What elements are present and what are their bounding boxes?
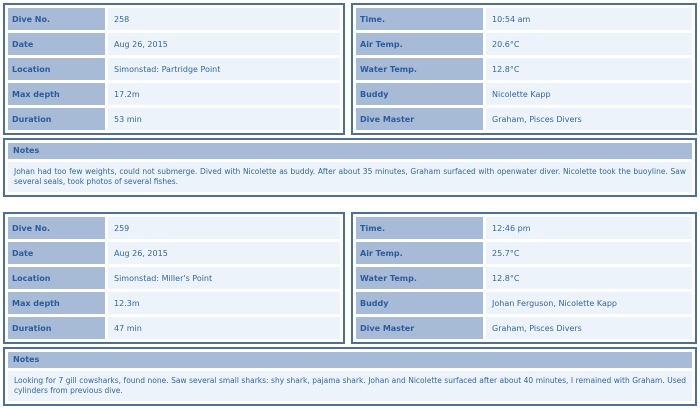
field-label-time: Time. (356, 8, 484, 30)
notes-header: Notes (8, 143, 692, 159)
field-label-water-temp: Water Temp. (356, 58, 484, 80)
table-row: Location Simonstad: Miller's Point (8, 267, 341, 289)
table-row: Dive No. 258 (8, 8, 341, 30)
field-value-location: Simonstad: Miller's Point (108, 267, 341, 289)
table-row: Time. 10:54 am (356, 8, 692, 30)
field-label-max-depth: Max depth (8, 83, 105, 105)
dive-log-page: Dive No. 258 Date Aug 26, 2015 Location … (3, 3, 697, 406)
table-row: Water Temp. 12.8°C (356, 58, 692, 80)
field-label-buddy: Buddy (356, 83, 484, 105)
notes-header: Notes (8, 352, 692, 368)
field-value-air-temp: 20.6°C (486, 33, 692, 55)
table-row: Dive No. 259 (8, 217, 341, 239)
field-label-date: Date (8, 242, 105, 264)
field-label-dive-no: Dive No. (8, 217, 105, 239)
table-row: Time. 12:46 pm (356, 217, 692, 239)
notes-text: Johan had too few weights, could not sub… (8, 162, 692, 192)
field-label-max-depth: Max depth (8, 292, 105, 314)
dive-info-table: Dive No. 259 Date Aug 26, 2015 Location … (3, 212, 346, 344)
field-label-dive-no: Dive No. (8, 8, 105, 30)
field-value-location: Simonstad: Partridge Point (108, 58, 341, 80)
table-row: Date Aug 26, 2015 (8, 242, 341, 264)
table-row: Dive Master Graham, Pisces Divers (356, 108, 692, 130)
table-row: Buddy Johan Ferguson, Nicolette Kapp (356, 292, 692, 314)
field-value-dive-master: Graham, Pisces Divers (486, 317, 692, 339)
table-row: Duration 53 min (8, 108, 341, 130)
field-value-time: 10:54 am (486, 8, 692, 30)
field-value-time: 12:46 pm (486, 217, 692, 239)
field-value-water-temp: 12.8°C (486, 267, 692, 289)
field-value-max-depth: 17.2m (108, 83, 341, 105)
field-label-time: Time. (356, 217, 484, 239)
field-value-buddy: Nicolette Kapp (486, 83, 692, 105)
dive-conditions-table: Time. 12:46 pm Air Temp. 25.7°C Water Te… (351, 212, 697, 344)
field-value-buddy: Johan Ferguson, Nicolette Kapp (486, 292, 692, 314)
field-value-dive-no: 258 (108, 8, 341, 30)
table-row: Air Temp. 25.7°C (356, 242, 692, 264)
dive-tables-row: Dive No. 258 Date Aug 26, 2015 Location … (3, 3, 697, 135)
field-label-air-temp: Air Temp. (356, 242, 484, 264)
field-label-location: Location (8, 58, 105, 80)
field-label-date: Date (8, 33, 105, 55)
table-row: Water Temp. 12.8°C (356, 267, 692, 289)
dive-conditions-table: Time. 10:54 am Air Temp. 20.6°C Water Te… (351, 3, 697, 135)
field-label-buddy: Buddy (356, 292, 484, 314)
notes-box: Notes Looking for 7 gill cowsharks, foun… (3, 347, 697, 406)
table-row: Buddy Nicolette Kapp (356, 83, 692, 105)
field-value-dive-master: Graham, Pisces Divers (486, 108, 692, 130)
table-row: Duration 47 min (8, 317, 341, 339)
table-row: Air Temp. 20.6°C (356, 33, 692, 55)
field-value-date: Aug 26, 2015 (108, 242, 341, 264)
table-row: Date Aug 26, 2015 (8, 33, 341, 55)
field-value-duration: 47 min (108, 317, 341, 339)
field-label-duration: Duration (8, 317, 105, 339)
field-label-duration: Duration (8, 108, 105, 130)
field-value-water-temp: 12.8°C (486, 58, 692, 80)
field-label-water-temp: Water Temp. (356, 267, 484, 289)
dive-entry-259: Dive No. 259 Date Aug 26, 2015 Location … (3, 212, 697, 406)
table-row: Max depth 17.2m (8, 83, 341, 105)
table-row: Max depth 12.3m (8, 292, 341, 314)
field-label-dive-master: Dive Master (356, 317, 484, 339)
field-value-date: Aug 26, 2015 (108, 33, 341, 55)
field-value-air-temp: 25.7°C (486, 242, 692, 264)
field-value-duration: 53 min (108, 108, 341, 130)
field-value-max-depth: 12.3m (108, 292, 341, 314)
dive-entry-258: Dive No. 258 Date Aug 26, 2015 Location … (3, 3, 697, 197)
field-value-dive-no: 259 (108, 217, 341, 239)
dive-info-table: Dive No. 258 Date Aug 26, 2015 Location … (3, 3, 346, 135)
notes-box: Notes Johan had too few weights, could n… (3, 138, 697, 197)
table-row: Dive Master Graham, Pisces Divers (356, 317, 692, 339)
field-label-dive-master: Dive Master (356, 108, 484, 130)
dive-tables-row: Dive No. 259 Date Aug 26, 2015 Location … (3, 212, 697, 344)
field-label-air-temp: Air Temp. (356, 33, 484, 55)
table-row: Location Simonstad: Partridge Point (8, 58, 341, 80)
notes-text: Looking for 7 gill cowsharks, found none… (8, 371, 692, 401)
field-label-location: Location (8, 267, 105, 289)
